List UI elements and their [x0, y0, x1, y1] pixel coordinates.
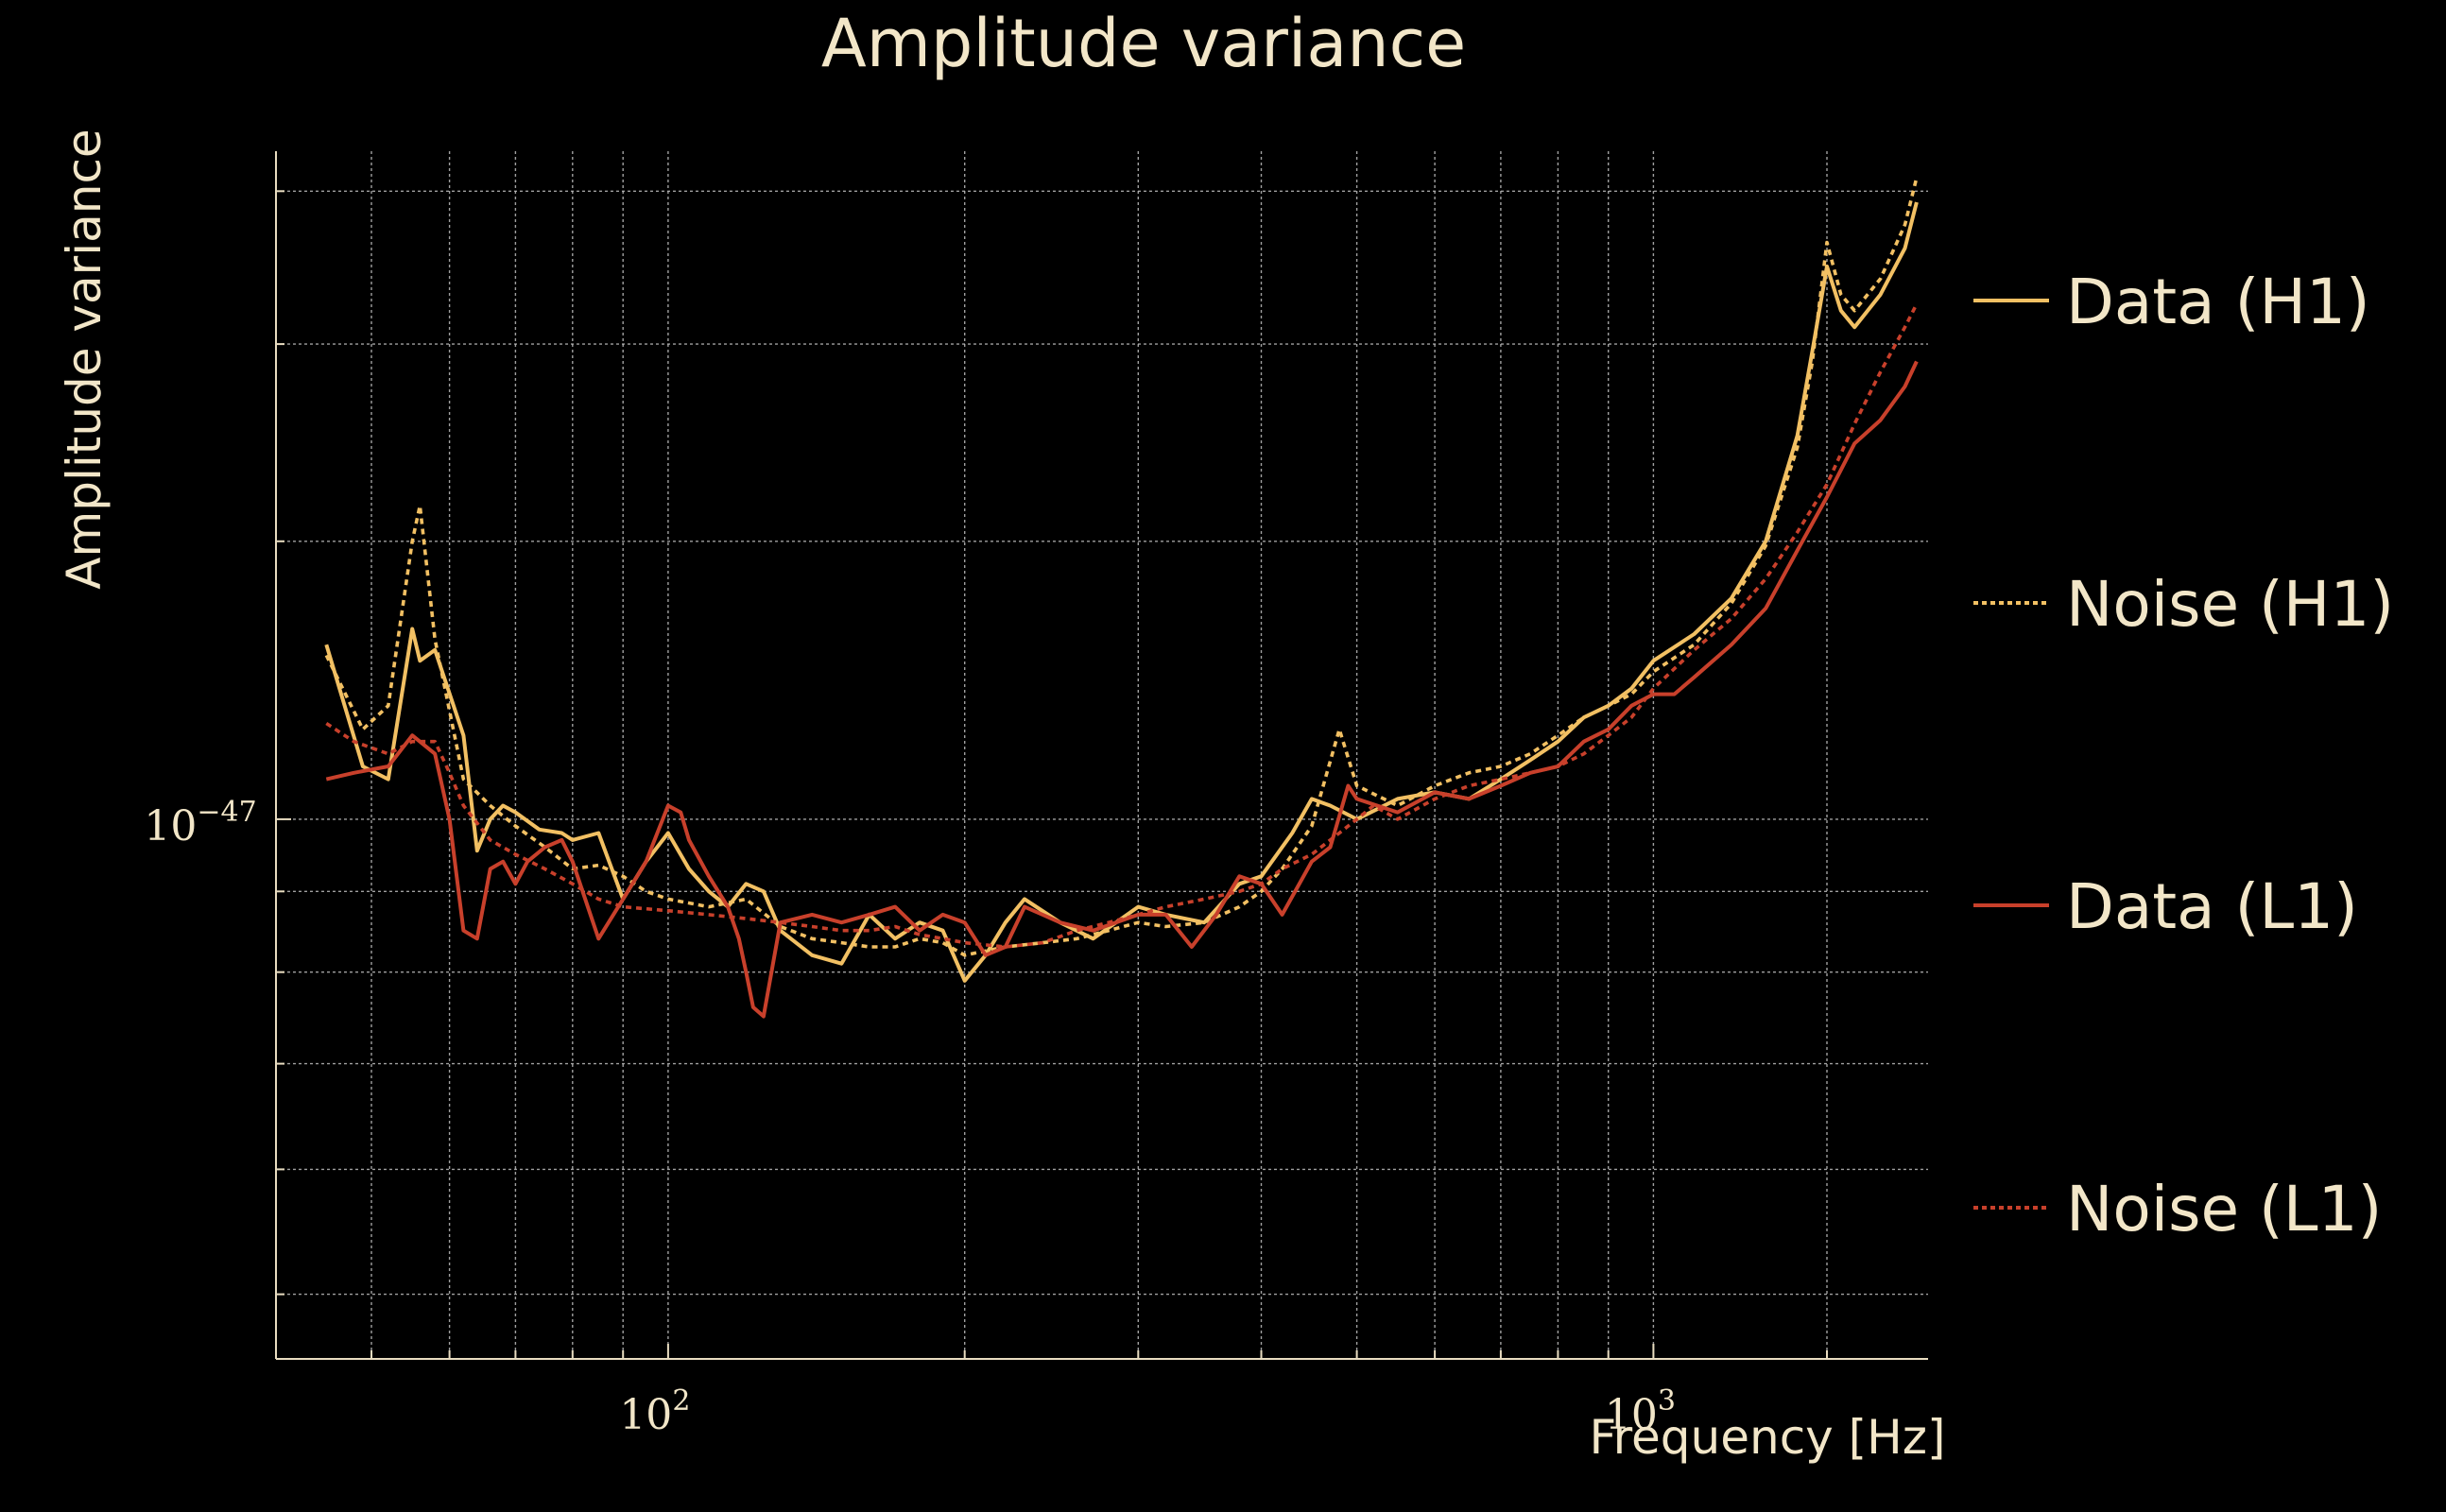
y-axis-label: Amplitude variance: [57, 129, 112, 589]
grid: [276, 151, 1928, 1359]
legend: Data (H1) Noise (H1) Data (L1) Noise (L1): [1973, 266, 2394, 1246]
x-tick-label: 102: [619, 1384, 690, 1439]
series-line-2: [324, 177, 1919, 957]
legend-label: Noise (L1): [2066, 1173, 2382, 1246]
y-tick-exponent: −47: [197, 796, 256, 829]
x-tick-base: 10: [1605, 1391, 1658, 1439]
y-tick-base: 10: [144, 802, 197, 850]
x-tick-base: 10: [619, 1391, 672, 1439]
legend-label: Noise (H1): [2066, 568, 2394, 641]
x-tick-label: 103: [1605, 1384, 1676, 1439]
axes: [275, 151, 1928, 1360]
series-group: [324, 177, 1919, 1019]
series-line-3: [325, 360, 1919, 1019]
legend-label: Data (L1): [2066, 870, 2358, 943]
x-tick-labels: 102 103: [619, 1384, 1676, 1439]
y-tick-label: 10−47: [144, 796, 256, 850]
legend-label: Data (H1): [2066, 266, 2370, 338]
series-line-1: [324, 201, 1919, 983]
y-tick-labels: 10−47: [144, 796, 256, 850]
x-axis-label: Frequency [Hz]: [1589, 1410, 1945, 1465]
x-tick-exponent: 2: [672, 1384, 690, 1418]
x-tick-exponent: 3: [1658, 1384, 1676, 1418]
series-line-4: [325, 302, 1919, 949]
chart-title: Amplitude variance: [821, 5, 1466, 82]
